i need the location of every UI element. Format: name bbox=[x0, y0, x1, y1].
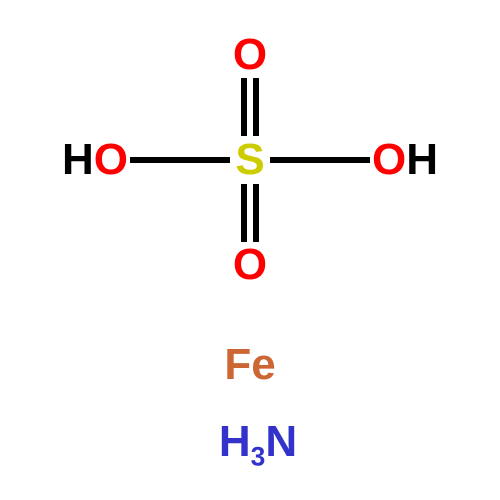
atom-iron: Fe bbox=[224, 343, 275, 387]
atom-hydroxyl-right: OH bbox=[372, 138, 438, 182]
atom-nh3-n: N bbox=[265, 417, 297, 466]
atom-sulfur: S bbox=[235, 138, 264, 182]
bond-single-right bbox=[270, 157, 370, 163]
bond-double-bot-a bbox=[241, 184, 247, 242]
atom-ammonia: H3N bbox=[219, 420, 297, 470]
atom-oxygen-bottom: O bbox=[233, 243, 267, 287]
atom-h-left: H bbox=[62, 135, 94, 184]
bond-double-bot-b bbox=[253, 184, 259, 242]
atom-h-right: H bbox=[406, 135, 438, 184]
atom-o-right: O bbox=[372, 135, 406, 184]
atom-o-left: O bbox=[94, 135, 128, 184]
atom-nh3-sub: 3 bbox=[251, 442, 266, 472]
atom-nh3-h: H bbox=[219, 417, 251, 466]
atom-hydroxyl-left: HO bbox=[62, 138, 128, 182]
bond-double-top-a bbox=[241, 78, 247, 136]
bond-single-left bbox=[130, 157, 230, 163]
atom-oxygen-top: O bbox=[233, 33, 267, 77]
bond-double-top-b bbox=[253, 78, 259, 136]
